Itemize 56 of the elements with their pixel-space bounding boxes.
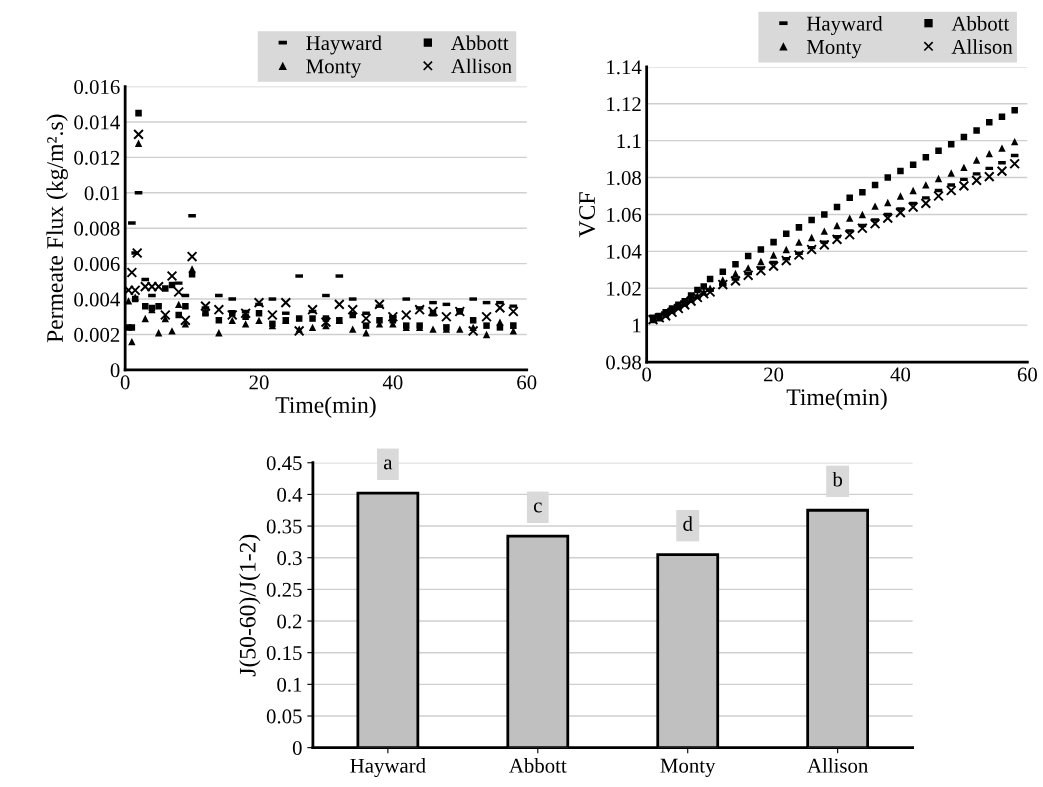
y-tick-label: 0.004	[74, 292, 120, 307]
y-tick-label: 0	[292, 741, 302, 756]
y-tick-label: 1.06	[607, 207, 642, 222]
x-tick-label: 60	[517, 375, 537, 390]
y-tick-label: 0.2	[277, 614, 302, 629]
y-tick-label: 0.98	[606, 355, 641, 370]
y-tick-label: 0.4	[277, 487, 303, 502]
legend-label: Hayward	[806, 16, 883, 35]
legend-label: Abbott	[951, 16, 1010, 31]
legend-label: Allison	[450, 58, 512, 74]
annotation: a	[383, 459, 393, 470]
legend-label: Hayward	[306, 35, 382, 55]
annotation: b	[832, 471, 843, 487]
legend-label: Monty	[306, 59, 362, 78]
y-tick-label: 1	[633, 318, 641, 333]
y-axis-title: Permeate Flux (kg/m².s)	[46, 114, 68, 343]
y-tick-label: 0.15	[266, 646, 302, 661]
annotation: c	[533, 502, 542, 513]
y-tick-label: 1.08	[607, 170, 641, 186]
x-tick-label: 20	[249, 375, 269, 390]
y-tick-label: 1.02	[607, 281, 641, 296]
y-tick-label: 0.016	[74, 79, 120, 95]
y-axis-title: J(50-60)/J(1-2)	[239, 534, 261, 677]
y-tick-label: 0.05	[266, 709, 302, 724]
x-tick-label: 60	[1017, 367, 1037, 382]
legend-label: Allison	[951, 39, 1013, 54]
x-tick-label: 40	[890, 367, 911, 382]
legend-label: Abbott	[450, 35, 509, 51]
x-tick-label: Abbott	[509, 758, 567, 773]
y-tick-label: 0.45	[266, 456, 302, 471]
y-tick-label: 0.014	[74, 115, 120, 130]
x-tick-label: Monty	[660, 758, 716, 777]
x-axis-title: Time(min)	[786, 388, 887, 410]
y-tick-label: 0.1	[277, 677, 302, 692]
x-axis-title: Time(min)	[275, 396, 376, 418]
y-tick-label: 1.14	[607, 60, 642, 75]
legend-label: Monty	[806, 40, 862, 59]
x-tick-label: 0	[642, 367, 652, 382]
annotation: d	[683, 516, 693, 531]
y-tick-label: 0.012	[74, 150, 120, 165]
y-tick-label: 0.3	[277, 551, 302, 566]
y-tick-label: 0.01	[84, 186, 120, 201]
x-tick-label: 20	[764, 367, 784, 382]
y-tick-label: 1.04	[607, 244, 642, 259]
y-tick-label: 1.12	[607, 97, 641, 112]
y-axis-title: VCF	[579, 192, 596, 238]
y-tick-label: 0.006	[74, 257, 120, 272]
x-tick-label: 0	[120, 375, 130, 390]
y-tick-label: 0.008	[74, 221, 120, 236]
x-tick-label: Hayward	[350, 758, 426, 778]
y-tick-label: 1.1	[617, 134, 641, 149]
y-tick-label: 0.25	[266, 582, 302, 597]
x-tick-label: Allison	[807, 758, 869, 773]
y-tick-label: 0.35	[266, 519, 302, 534]
y-tick-label: 0.002	[74, 327, 120, 342]
x-tick-label: 40	[382, 375, 403, 390]
